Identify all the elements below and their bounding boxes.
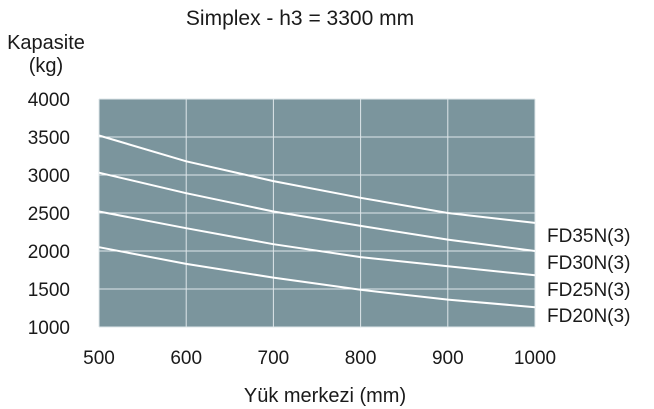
y-tick-label-3: 2500 bbox=[28, 204, 70, 225]
x-axis-label: Yük merkezi (mm) bbox=[244, 385, 406, 407]
series-label-0: FD35N(3) bbox=[547, 226, 630, 247]
x-tick-label-0: 500 bbox=[83, 348, 115, 369]
x-tick-label-2: 700 bbox=[258, 348, 290, 369]
y-axis-ticks: 4000 3500 3000 2500 2000 1500 1000 bbox=[28, 90, 70, 339]
series-label-1: FD30N(3) bbox=[547, 253, 630, 274]
y-tick-label-5: 1500 bbox=[28, 280, 70, 301]
chart-title: Simplex - h3 = 3300 mm bbox=[186, 7, 414, 30]
y-tick-label-4: 2000 bbox=[28, 242, 70, 263]
x-tick-label-3: 800 bbox=[345, 348, 377, 369]
y-axis-unit: (kg) bbox=[29, 55, 63, 77]
x-tick-label-4: 900 bbox=[432, 348, 464, 369]
y-axis-label: Kapasite bbox=[7, 32, 85, 54]
series-labels: FD35N(3) FD30N(3) FD25N(3) FD20N(3) bbox=[547, 226, 630, 327]
series-label-2: FD25N(3) bbox=[547, 280, 630, 301]
series-label-3: FD20N(3) bbox=[547, 306, 630, 327]
x-axis-ticks: 500 600 700 800 900 1000 bbox=[83, 348, 556, 369]
y-tick-label-2: 3000 bbox=[28, 166, 70, 187]
y-tick-label-6: 1000 bbox=[28, 318, 70, 339]
x-tick-label-1: 600 bbox=[170, 348, 202, 369]
y-tick-label-0: 4000 bbox=[28, 90, 70, 111]
x-tick-label-5: 1000 bbox=[514, 348, 556, 369]
y-tick-label-1: 3500 bbox=[28, 128, 70, 149]
